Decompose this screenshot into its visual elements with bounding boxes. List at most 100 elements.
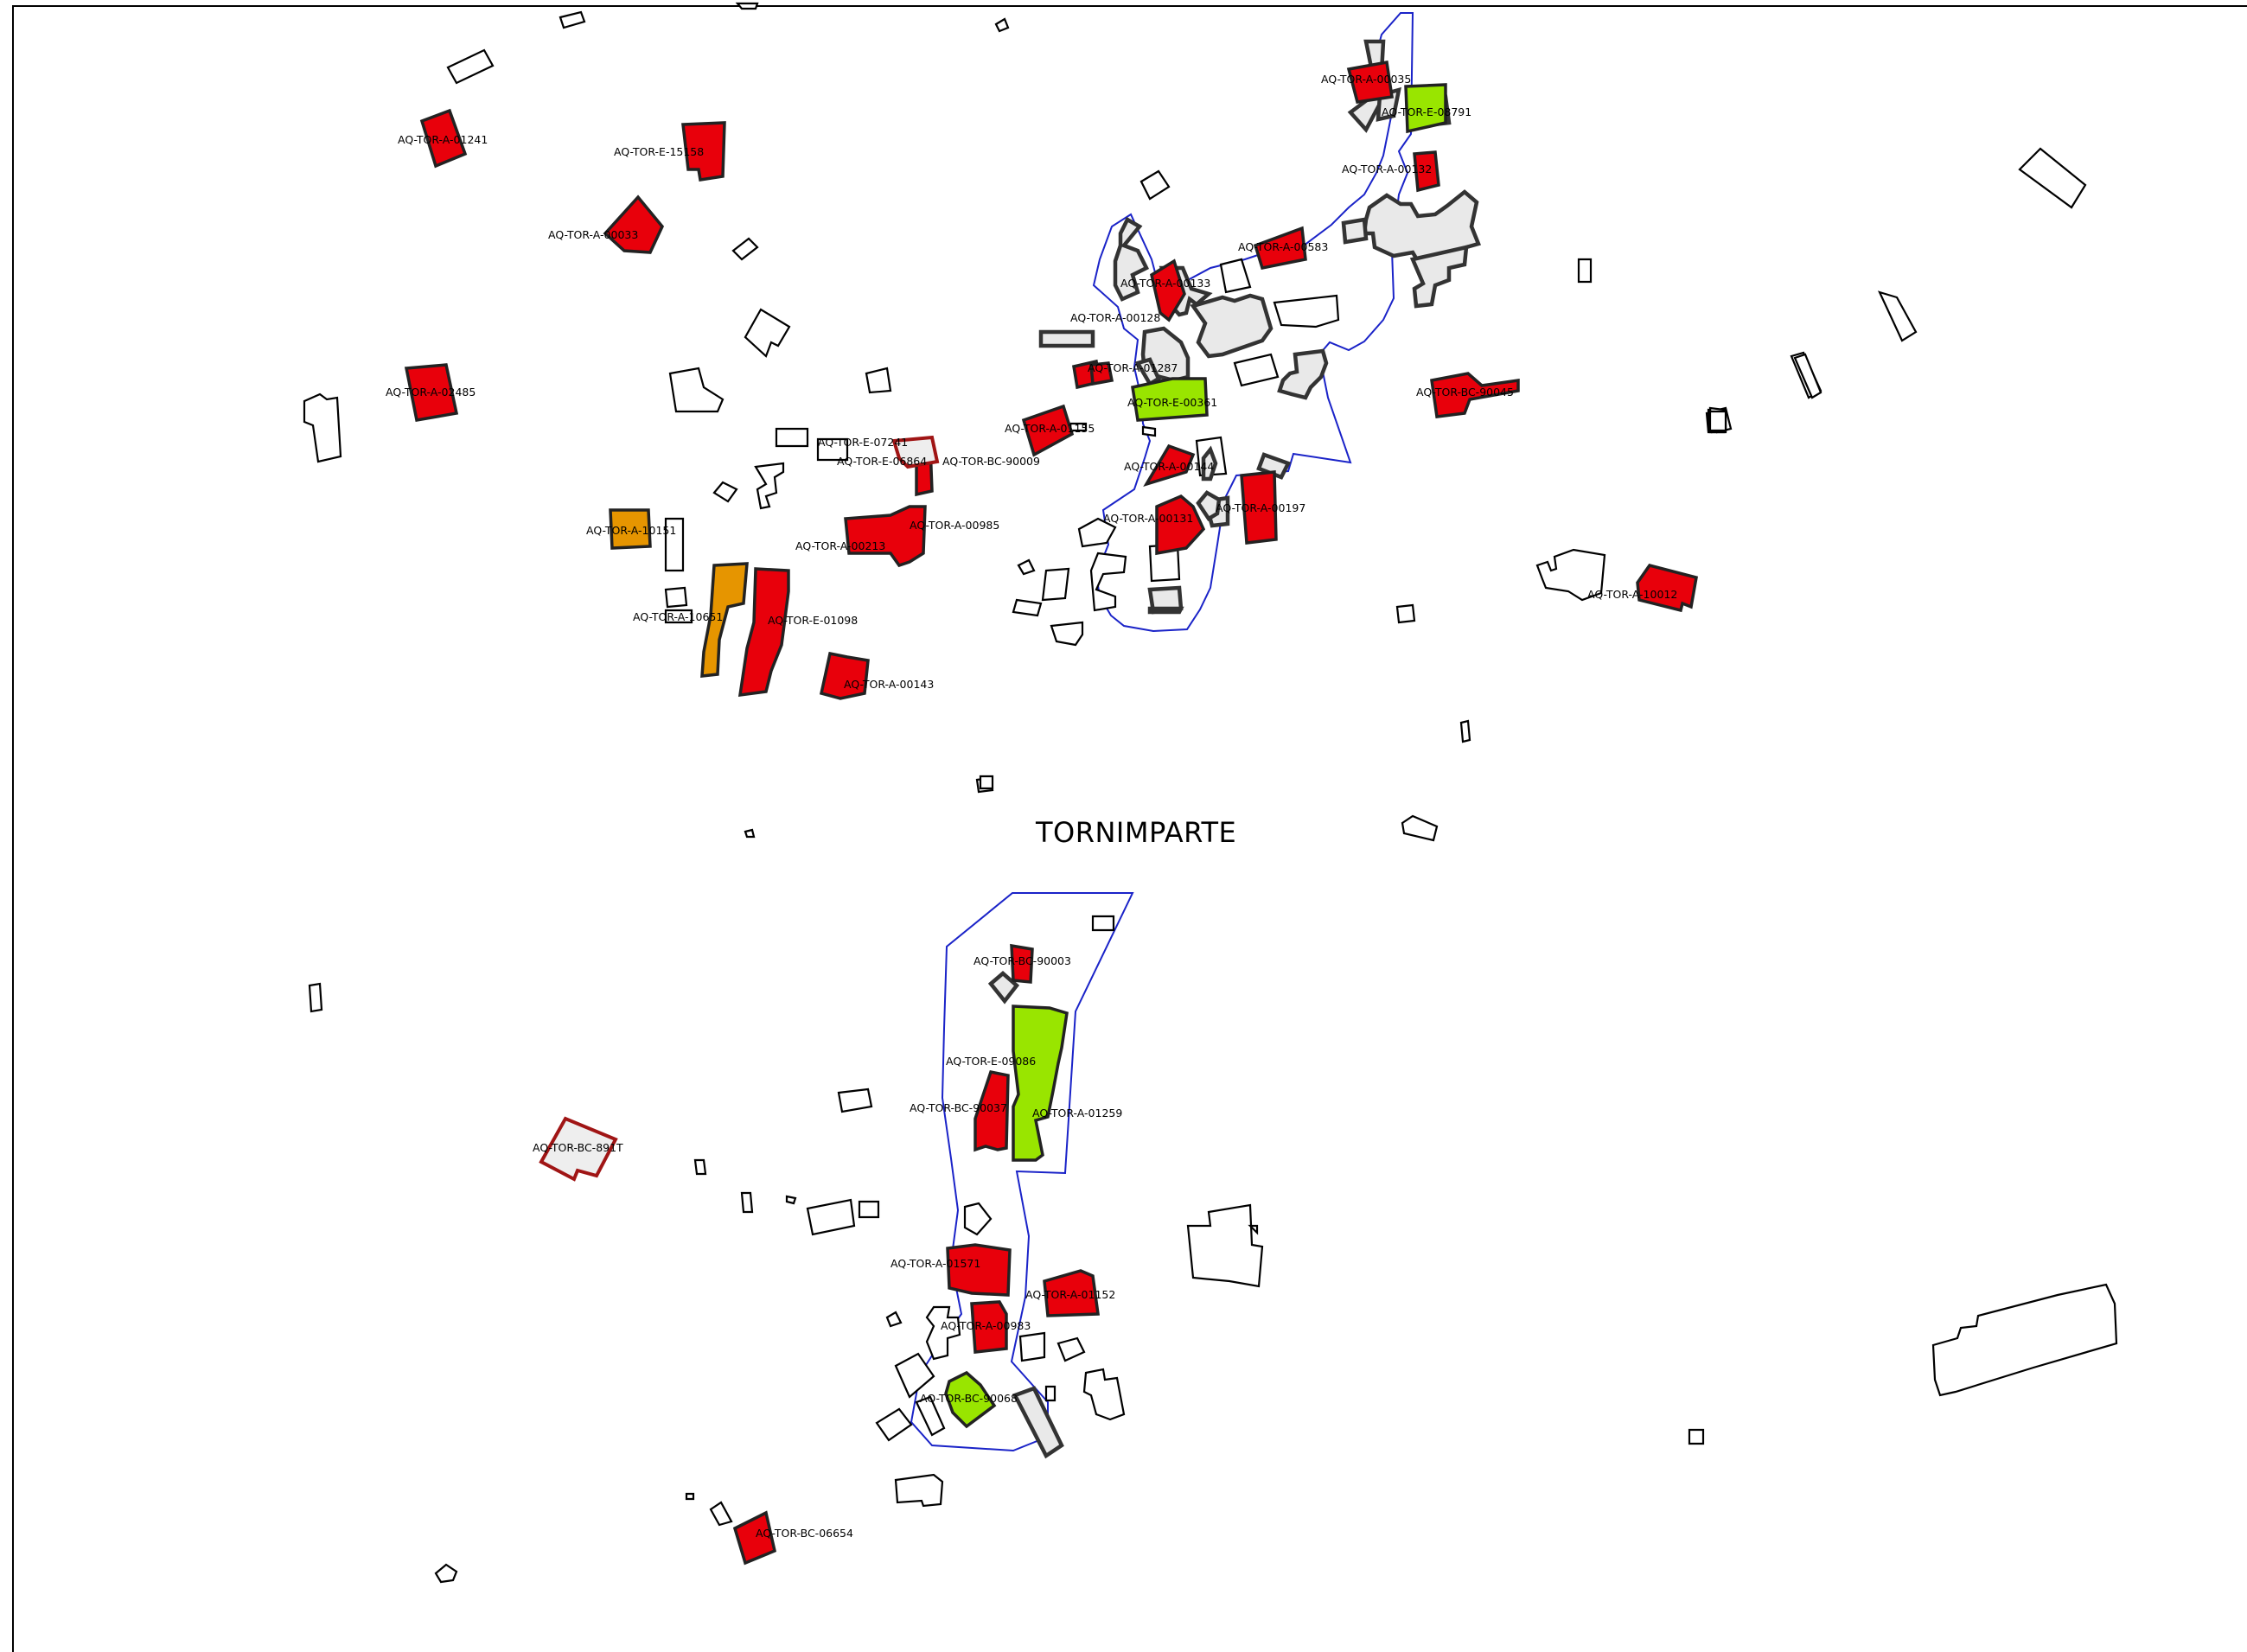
- label-aq-tor-a-00131: AQ-TOR-A-00131: [1103, 512, 1193, 525]
- label-aq-tor-e-09086: AQ-TOR-E-09086: [946, 1055, 1036, 1068]
- building-outline: [837, 1088, 873, 1113]
- label-aq-tor-bc-90009: AQ-TOR-BC-90009: [942, 455, 1040, 468]
- label-aq-tor-a-00128: AQ-TOR-A-00128: [1070, 311, 1160, 324]
- label-aq-tor-e-08791: AQ-TOR-E-08791: [1382, 105, 1471, 118]
- building-outline: [1577, 258, 1593, 284]
- building-red: [603, 195, 665, 254]
- label-aq-tor-a-01287: AQ-TOR-A-01287: [1088, 361, 1178, 374]
- building-outline: [894, 1473, 944, 1508]
- label-aq-tor-bc-90037: AQ-TOR-BC-90037: [910, 1101, 1007, 1114]
- building-red: [732, 1510, 777, 1566]
- label-aq-tor-a-10651: AQ-TOR-A-10651: [633, 610, 723, 623]
- building-red: [1636, 564, 1699, 613]
- building-red: [1043, 1269, 1100, 1317]
- label-aq-tor-a-00132: AQ-TOR-A-00132: [1342, 163, 1432, 175]
- building-outline: [1044, 1385, 1056, 1402]
- building-red: [946, 1243, 1012, 1297]
- building-zone: [1201, 445, 1218, 482]
- building-zone: [1362, 189, 1482, 267]
- label-aq-tor-a-01259: AQ-TOR-A-01259: [1032, 1107, 1122, 1119]
- building-outline: [685, 1492, 695, 1501]
- label-aq-tor-bc-90068: AQ-TOR-BC-90068: [920, 1392, 1018, 1405]
- building-outline: [1041, 567, 1070, 602]
- building-outline: [731, 237, 759, 261]
- label-aq-tor-e-07241: AQ-TOR-E-07241: [818, 436, 908, 449]
- label-aq-tor-a-00133: AQ-TOR-A-00133: [1120, 277, 1210, 290]
- building-outline: [1395, 603, 1416, 624]
- label-aq-tor-a-10151: AQ-TOR-A-10151: [586, 524, 676, 537]
- building-outline: [785, 1195, 797, 1205]
- building-outline: [875, 1407, 913, 1442]
- building-outline: [668, 367, 725, 413]
- building-outline: [740, 1191, 754, 1214]
- building-red: [681, 121, 726, 182]
- building-zone: [1277, 348, 1329, 400]
- building-outline: [1708, 410, 1727, 432]
- building-outline: [744, 828, 756, 839]
- building-zone: [1134, 357, 1161, 387]
- label-aq-tor-a-00143: AQ-TOR-A-00143: [844, 678, 934, 691]
- building-outline: [963, 1202, 993, 1236]
- building-green: [944, 1370, 997, 1429]
- building-outline: [303, 392, 342, 463]
- building-outline: [1931, 1283, 2118, 1397]
- building-green: [1012, 1005, 1069, 1162]
- building-red: [1413, 150, 1440, 193]
- building-red: [819, 651, 870, 700]
- label-aq-tor-e-01098: AQ-TOR-E-01098: [768, 614, 858, 627]
- building-outline: [1248, 1224, 1259, 1235]
- place-name: TORNIMPARTE: [1035, 816, 1236, 849]
- building-outline: [735, 2, 759, 10]
- building-outline: [1535, 548, 1606, 602]
- building-orange: [609, 508, 652, 550]
- label-aq-tor-bc-891t: AQ-TOR-BC-891T: [533, 1141, 623, 1154]
- building-outline: [775, 427, 809, 448]
- label-aq-tor-a-00197: AQ-TOR-A-00197: [1216, 501, 1305, 514]
- building-outline: [1688, 1428, 1705, 1445]
- label-aq-tor-a-02485: AQ-TOR-A-02485: [386, 386, 476, 399]
- building-outline: [1018, 1331, 1046, 1362]
- building-red: [1021, 404, 1075, 457]
- building-outline: [712, 481, 738, 503]
- building-zone: [987, 971, 1020, 1005]
- building-red: [844, 505, 927, 568]
- building-outline: [894, 1352, 935, 1399]
- building-outline: [865, 367, 892, 394]
- building-outline: [1091, 915, 1115, 932]
- building-outline: [446, 48, 495, 85]
- building-zone: [1147, 606, 1184, 615]
- label-aq-tor-e-06864: AQ-TOR-E-06864: [837, 455, 927, 468]
- building-zone: [1341, 217, 1369, 245]
- label-aq-tor-a-00985: AQ-TOR-A-00985: [910, 519, 999, 532]
- building-outline: [1273, 294, 1340, 328]
- zone-buildings: [987, 39, 1482, 1459]
- label-aq-tor-a-01155: AQ-TOR-A-01155: [1005, 422, 1095, 435]
- building-outline: [754, 462, 785, 510]
- classified-buildings: [404, 60, 1699, 1566]
- label-aq-tor-a-01241: AQ-TOR-A-01241: [398, 133, 488, 146]
- label-aq-tor-a-00583: AQ-TOR-A-00583: [1238, 240, 1328, 253]
- building-red: [419, 108, 468, 169]
- map-border: [12, 5, 2247, 1652]
- building-outline: [434, 1563, 458, 1584]
- building-green: [1131, 377, 1209, 422]
- building-outline: [1077, 517, 1117, 548]
- label-aq-tor-a-00035: AQ-TOR-A-00035: [1321, 73, 1411, 86]
- building-outline: [709, 1501, 733, 1527]
- building-outline: [915, 1395, 946, 1437]
- building-red: [1253, 226, 1307, 271]
- building-outline: [664, 586, 688, 609]
- building-outline: [1082, 1368, 1126, 1421]
- building-outline: [994, 17, 1010, 33]
- building-green: [1404, 83, 1447, 134]
- building-outline: [1017, 558, 1036, 576]
- building-red: [1150, 258, 1186, 322]
- building-outline: [308, 982, 323, 1013]
- building-outline: [1012, 598, 1043, 617]
- building-red: [1143, 443, 1196, 487]
- label-aq-tor-a-00213: AQ-TOR-A-00213: [795, 539, 885, 552]
- building-red: [1430, 372, 1520, 418]
- building-outline: [858, 1200, 880, 1219]
- building-labels: AQ-TOR-A-01241 AQ-TOR-E-15158 AQ-TOR-A-0…: [386, 73, 1677, 1540]
